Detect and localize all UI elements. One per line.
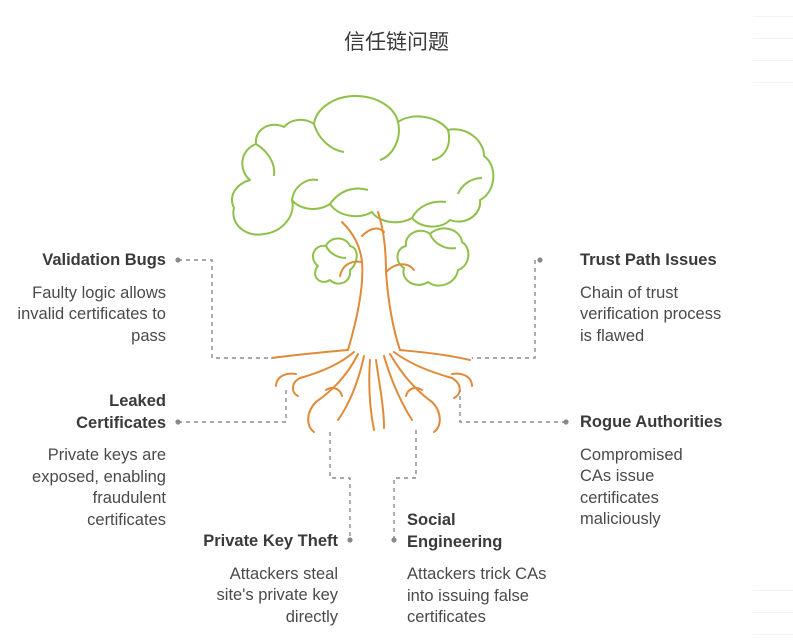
edge-line xyxy=(753,60,793,61)
item-description: Compromised CAs issue certificates malic… xyxy=(580,445,683,529)
tree-trunk-roots xyxy=(271,211,473,433)
item-title: Trust Path Issues xyxy=(580,251,717,269)
item-description: Faulty logic allows invalid certificates… xyxy=(17,283,166,345)
edge-line xyxy=(753,16,793,17)
connector-dots xyxy=(175,257,569,543)
edge-line xyxy=(753,82,793,83)
item-title: Validation Bugs xyxy=(42,251,166,269)
edge-line xyxy=(753,38,793,39)
edge-line xyxy=(753,612,793,613)
item-title: Rogue Authorities xyxy=(580,413,723,431)
item-title: Social Engineering xyxy=(407,511,503,551)
item-rogue-authorities: Rogue Authorities Compromised CAs issue … xyxy=(580,412,722,531)
item-private-key-theft: Private Key Theft Attackers steal site's… xyxy=(203,531,338,628)
item-social-engineering: Social Engineering Attackers trick CAs i… xyxy=(407,510,547,629)
item-leaked-certificates: Leaked Certificates Private keys are exp… xyxy=(11,391,166,531)
edge-line xyxy=(753,634,793,635)
tree-canopy xyxy=(231,95,495,287)
edge-line xyxy=(753,590,793,591)
item-trust-path-issues: Trust Path Issues Chain of trust verific… xyxy=(580,250,730,347)
item-title: Leaked Certificates xyxy=(76,392,166,432)
item-validation-bugs: Validation Bugs Faulty logic allows inva… xyxy=(11,250,166,347)
item-description: Attackers steal site's private key direc… xyxy=(216,564,338,626)
item-title: Private Key Theft xyxy=(203,532,338,550)
item-description: Attackers trick CAs into issuing false c… xyxy=(407,565,547,626)
item-description: Private keys are exposed, enabling fraud… xyxy=(32,446,166,529)
connector-lines xyxy=(178,259,566,540)
diagram-title: 信任链问题 xyxy=(344,30,449,54)
item-description: Chain of trust verification process is f… xyxy=(580,283,722,345)
